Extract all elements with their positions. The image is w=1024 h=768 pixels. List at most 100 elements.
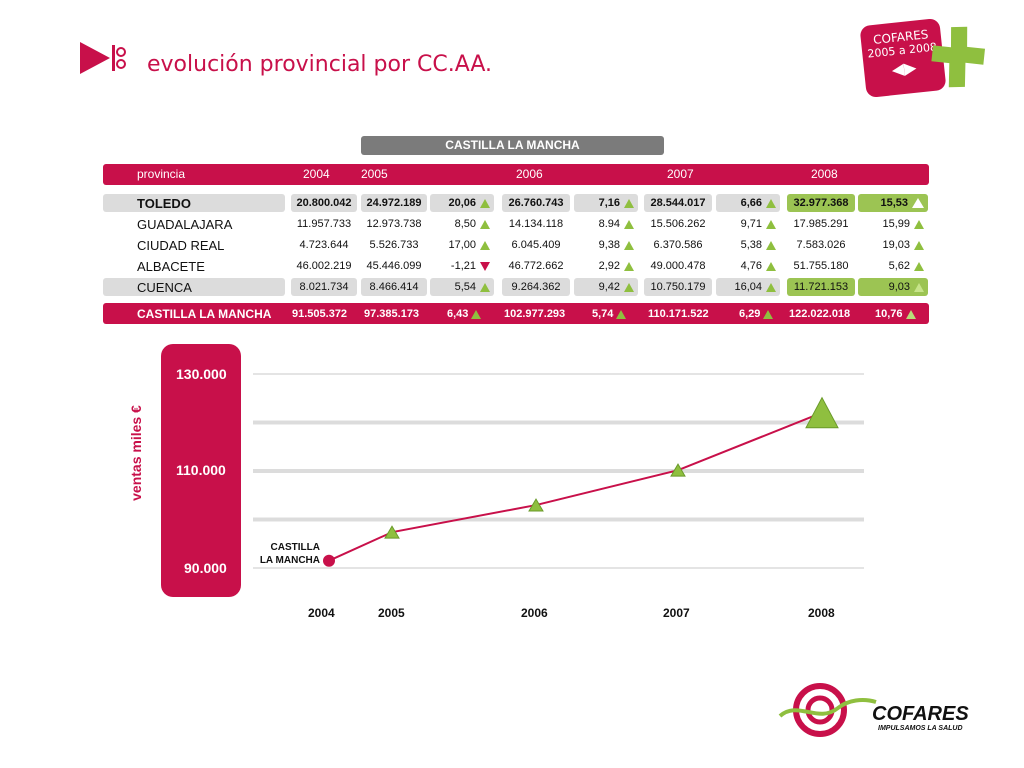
- growth-cell: 16,04: [716, 278, 780, 296]
- value-cell: 4.723.644: [291, 236, 357, 254]
- cell-value: 6.370.586: [653, 239, 703, 251]
- up-arrow-icon: [480, 198, 490, 208]
- cell-value: 5,62: [888, 260, 910, 272]
- growth-cell: 9,71: [716, 215, 780, 233]
- row-label-bg: [103, 278, 285, 296]
- value-cell: 7.583.026: [787, 236, 855, 254]
- y-tick-130000: 130.000: [176, 366, 227, 382]
- cell-value: 19,03: [882, 239, 910, 251]
- cell-value: 8,50: [454, 218, 476, 230]
- growth-cell: 6,66: [716, 194, 780, 212]
- cell-value: 49.000.478: [650, 260, 706, 272]
- x-tick-2005: 2005: [378, 606, 405, 620]
- up-arrow-icon: [616, 309, 627, 319]
- up-arrow-icon: [766, 282, 776, 292]
- up-arrow-icon: [624, 240, 634, 250]
- value-cell: 28.544.017: [644, 194, 712, 212]
- up-arrow-icon: [624, 219, 634, 229]
- logo-tagline: IMPULSAMOS LA SALUD: [878, 725, 963, 732]
- cell-value: 9,42: [598, 281, 620, 293]
- growth-cell: 5,54: [430, 278, 494, 296]
- growth-cell: -1,21: [430, 257, 494, 275]
- value-cell: 17.985.291: [787, 215, 855, 233]
- cell-value: 20.800.042: [296, 197, 352, 209]
- cell-value: 45.446.099: [366, 260, 422, 272]
- value-cell: 12.973.738: [361, 215, 427, 233]
- table-header: provincia 2004 2005 2006 2007 2008: [103, 164, 929, 185]
- series-line: [328, 411, 823, 562]
- brand-mark-icon: [80, 42, 126, 74]
- col-2006: 2006: [516, 167, 543, 181]
- row-provincia: TOLEDO: [137, 196, 191, 211]
- total-2006: 102.977.293: [504, 308, 566, 320]
- cell-value: 20,06: [448, 197, 476, 209]
- total-2004: 91.505.372: [292, 308, 348, 320]
- growth-cell: 8.94: [574, 215, 638, 233]
- cell-value: 2,92: [598, 260, 620, 272]
- cell-value: 9,38: [598, 239, 620, 251]
- total-2008: 122.022.018: [789, 308, 851, 320]
- cell-value: 4.723.644: [299, 239, 349, 251]
- value-cell: 32.977.368: [787, 194, 855, 212]
- row-provincia: CIUDAD REAL: [137, 238, 225, 253]
- up-arrow-icon: [912, 198, 924, 209]
- up-arrow-icon: [624, 261, 634, 271]
- series-label: CASTILLA LA MANCHA: [258, 541, 320, 567]
- region-header: CASTILLA LA MANCHA: [361, 136, 664, 155]
- cell-value: 4,76: [740, 260, 762, 272]
- value-cell: 11.721.153: [787, 278, 855, 296]
- value-cell: 15.506.262: [644, 215, 712, 233]
- cell-value: 8.94: [598, 218, 620, 230]
- logo-name: COFARES: [872, 703, 969, 725]
- page-title: evolución provincial por CC.AA.: [147, 52, 493, 77]
- row-provincia: GUADALAJARA: [137, 217, 233, 232]
- total-2007: 110.171.522: [648, 308, 709, 320]
- cell-value: 17.985.291: [793, 218, 849, 230]
- row-provincia: ALBACETE: [137, 259, 205, 274]
- growth-cell: 19,03: [858, 236, 928, 254]
- row-label-bg: [103, 194, 285, 212]
- total-g2007-value: 6,29: [739, 308, 761, 320]
- data-point: [805, 396, 839, 429]
- cell-value: 5,38: [740, 239, 762, 251]
- cofares-logo-icon: [778, 683, 877, 737]
- series-label-line1: CASTILLA: [270, 542, 320, 553]
- cell-value: 11.721.153: [793, 281, 849, 293]
- cell-value: -1,21: [450, 260, 476, 272]
- cell-value: 5,54: [454, 281, 476, 293]
- value-cell: 49.000.478: [644, 257, 712, 275]
- cell-value: 8.466.414: [369, 281, 419, 293]
- up-arrow-icon: [624, 282, 634, 292]
- cell-value: 5.526.733: [369, 239, 419, 251]
- value-cell: 8.021.734: [291, 278, 357, 296]
- up-arrow-icon: [480, 219, 490, 229]
- growth-cell: 9,42: [574, 278, 638, 296]
- value-cell: 8.466.414: [361, 278, 427, 296]
- up-arrow-icon: [914, 240, 924, 250]
- cell-value: 9,03: [888, 281, 910, 293]
- cell-value: 9,71: [740, 218, 762, 230]
- cell-value: 9.264.362: [511, 281, 561, 293]
- growth-cell: 9,03: [858, 278, 928, 296]
- growth-cell: 4,76: [716, 257, 780, 275]
- up-arrow-icon: [471, 309, 482, 319]
- value-cell: 45.446.099: [361, 257, 427, 275]
- total-row: CASTILLA LA MANCHA 91.505.372 97.385.173…: [103, 303, 929, 324]
- total-2005: 97.385.173: [364, 308, 420, 320]
- up-arrow-icon: [624, 198, 634, 208]
- up-arrow-icon: [766, 240, 776, 250]
- value-cell: 46.772.662: [502, 257, 570, 275]
- green-cross-icon: [931, 26, 986, 88]
- value-cell: 24.972.189: [361, 194, 427, 212]
- data-point: [384, 525, 400, 539]
- cell-value: 46.772.662: [508, 260, 564, 272]
- x-tick-2004: 2004: [308, 606, 335, 620]
- value-cell: 11.957.733: [291, 215, 357, 233]
- col-2004: 2004: [303, 167, 330, 181]
- x-tick-2008: 2008: [808, 606, 835, 620]
- cell-value: 32.977.368: [793, 197, 849, 209]
- growth-cell: 2,92: [574, 257, 638, 275]
- value-cell: 10.750.179: [644, 278, 712, 296]
- total-label: CASTILLA LA MANCHA: [137, 307, 272, 321]
